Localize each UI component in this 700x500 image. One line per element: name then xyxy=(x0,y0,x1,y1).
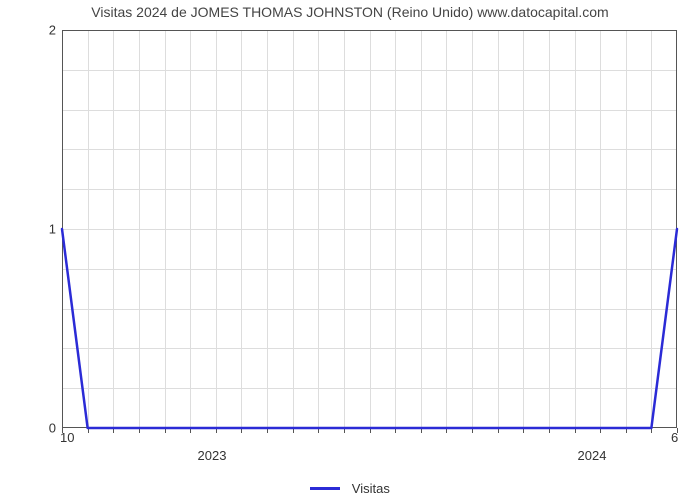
legend-label: Visitas xyxy=(352,481,390,496)
x-tick-label: 2023 xyxy=(198,448,227,463)
y-tick-label: 1 xyxy=(6,222,56,237)
x-minor-tick xyxy=(677,428,678,433)
legend-swatch xyxy=(310,487,340,490)
x-minor-tick xyxy=(62,428,63,433)
y-tick-label: 2 xyxy=(6,23,56,38)
x-tick-label: 2024 xyxy=(578,448,607,463)
y-tick-label: 0 xyxy=(6,421,56,436)
legend: Visitas xyxy=(0,480,700,496)
plot-area xyxy=(62,30,677,428)
series-line xyxy=(62,30,677,428)
chart-title: Visitas 2024 de JOMES THOMAS JOHNSTON (R… xyxy=(0,4,700,20)
